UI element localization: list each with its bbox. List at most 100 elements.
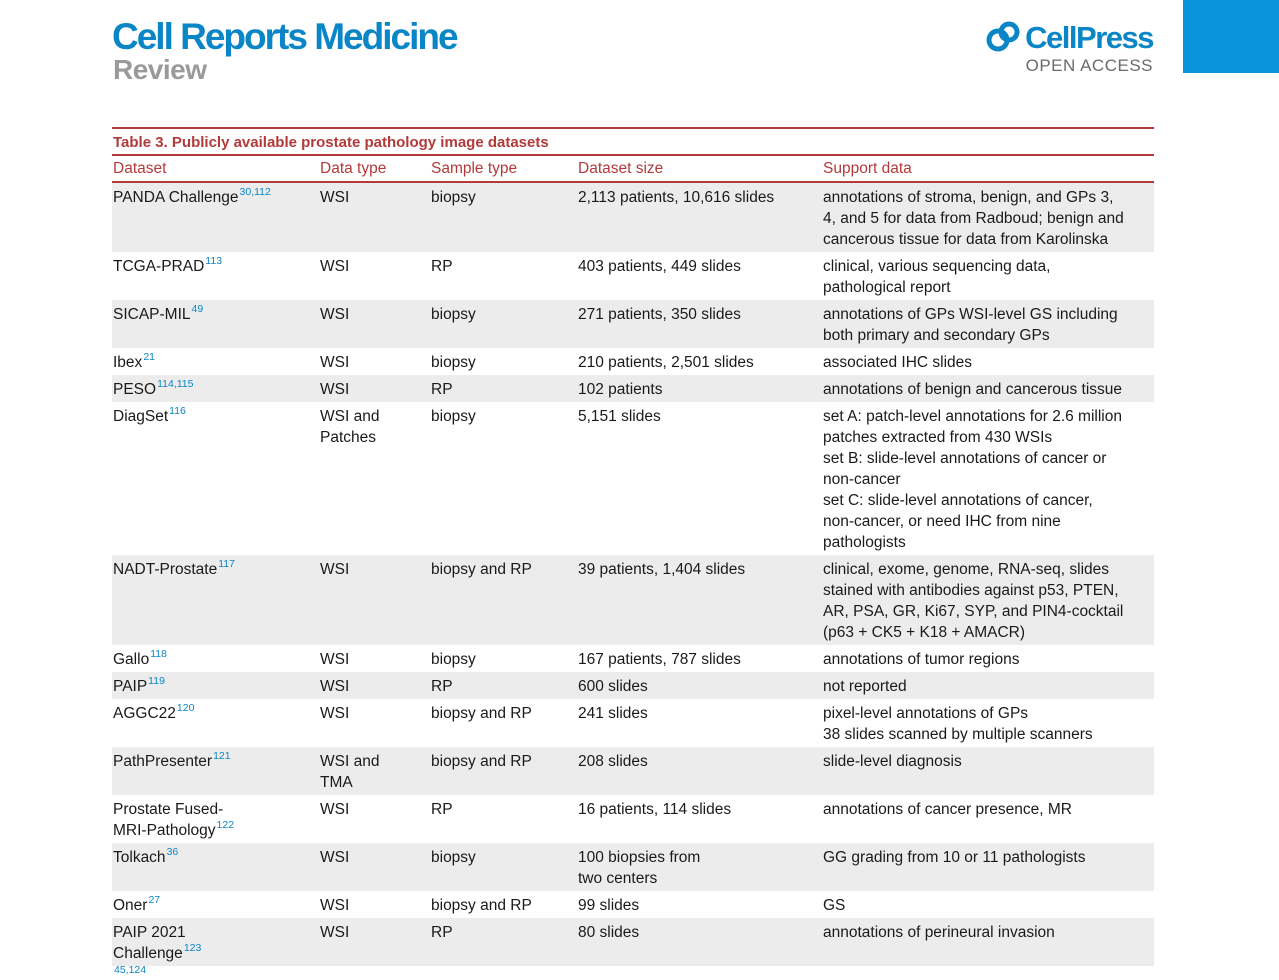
cell-dataset-size: 271 patients, 350 slides: [578, 306, 741, 323]
cell-dataset: Oner27: [112, 894, 319, 916]
publisher-name: CellPress: [1025, 20, 1154, 55]
cell-sample-type: biopsy: [431, 408, 476, 425]
cell-dataset-size: 16 patients, 114 slides: [578, 801, 732, 818]
cell-support-data: annotations of cancer presence, MR: [823, 801, 1072, 818]
cell-support-data: slide-level diagnosis: [823, 753, 962, 770]
publisher-logo: CellPress OPEN ACCESS: [985, 20, 1154, 75]
cell-sample-type: biopsy: [431, 849, 476, 866]
reference-superscript: 122: [216, 819, 235, 831]
cell-dataset-size: 100 biopsies from two centers: [578, 849, 701, 887]
cell-dataset: PESO114,115: [112, 378, 319, 400]
reference-superscript: 123: [183, 942, 202, 954]
cell-support-data: clinical, various sequencing data, patho…: [823, 258, 1051, 296]
cell-dataset: Ibex21: [112, 351, 319, 373]
header-rule: [112, 181, 1154, 183]
dataset-name: Prostate Fused- MRI-Pathology: [113, 801, 224, 839]
table-header: Dataset Data type Sample type Dataset si…: [112, 156, 1154, 181]
cell-data-type: WSI: [320, 678, 350, 695]
cell-data-type: WSI: [320, 258, 350, 275]
table-row: Tolkach36 WSI biopsy 100 biopsies from two …: [112, 843, 1154, 891]
dataset-name: PathPresenter: [113, 753, 213, 770]
table-row: PAIP 2021 Challenge123 WSI RP 80 slides anno…: [112, 918, 1154, 966]
table-row: PESO114,115 WSI RP 102 patients annotations …: [112, 375, 1154, 402]
reference-superscript: 27: [148, 894, 161, 906]
cell-dataset: DiagSet116: [112, 405, 319, 553]
reference-superscript: 116: [169, 405, 186, 417]
cell-sample-type: RP: [431, 924, 453, 941]
cell-dataset-size: 241 slides: [578, 705, 648, 722]
cell-sample-type: biopsy: [431, 306, 476, 323]
cell-dataset-size: 208 slides: [578, 753, 648, 770]
cell-dataset-size: 600 slides: [578, 678, 648, 695]
dataset-name: AGGC22: [113, 705, 176, 722]
section-label: Review: [113, 54, 207, 85]
dataset-name: Tolkach: [113, 849, 166, 866]
cell-support-data: associated IHC slides: [823, 354, 973, 371]
table-caption: Table 3. Publicly available prostate pat…: [113, 134, 549, 151]
cell-data-type: WSI: [320, 306, 350, 323]
cell-dataset: PANDA Challenge30,112: [112, 186, 319, 250]
reference-superscript: 45,124: [114, 966, 147, 976]
cell-sample-type: biopsy and RP: [431, 897, 532, 914]
table-row: Ibex21 WSI biopsy 210 patients, 2,501 slide…: [112, 348, 1154, 375]
cell-data-type: WSI: [320, 849, 350, 866]
reference-superscript: 114,115: [157, 378, 194, 390]
table-row: TCGA-PRAD113 WSI RP 403 patients, 449 slide…: [112, 252, 1154, 300]
reference-superscript: 49: [191, 303, 204, 315]
cell-dataset-size: 102 patients: [578, 381, 663, 398]
dataset-name: PAIP: [113, 678, 148, 695]
table-row: SICAP-MIL49 WSI biopsy 271 patients, 350 sl…: [112, 300, 1154, 348]
cell-data-type: WSI: [320, 801, 350, 818]
cell-dataset-size: 167 patients, 787 slides: [578, 651, 741, 668]
table-row: Prostate Fused- MRI-Pathology122 WSI RP 16 …: [112, 795, 1154, 843]
cell-dataset: Prostate Fused- MRI-Pathology122: [112, 799, 319, 841]
reference-superscript: 117: [218, 558, 235, 570]
cell-dataset-size: 403 patients, 449 slides: [578, 258, 741, 275]
cell-data-type: WSI: [320, 561, 350, 578]
cell-dataset: Tolkach36: [112, 846, 319, 889]
dataset-name: NADT-Prostate: [113, 561, 218, 578]
table-top-rule: [112, 127, 1154, 129]
header-data-type: Data type: [320, 160, 387, 177]
dataset-name: SICAP-MIL: [113, 306, 191, 323]
table-row: AGGC22120 WSI biopsy and RP 241 slides pixel…: [112, 699, 1154, 747]
reference-superscript: 21: [143, 351, 155, 363]
table-row: Gallo118 WSI biopsy 167 patients, 787 slide…: [112, 645, 1154, 672]
table-row: PathPresenter121 WSI and TMA biopsy and RP…: [112, 747, 1154, 795]
cell-sample-type: biopsy and RP: [431, 561, 532, 578]
cell-support-data: annotations of benign and cancerous tiss…: [823, 381, 1123, 398]
cell-sample-type: biopsy: [431, 189, 476, 206]
publisher-subtitle: OPEN ACCESS: [1025, 56, 1153, 75]
cell-dataset-size: 99 slides: [578, 897, 640, 914]
cell-sample-type: biopsy and RP: [431, 705, 532, 722]
table-row: Oner27 WSI biopsy and RP 99 slides GS: [112, 891, 1154, 918]
cell-dataset: NADT-Prostate117: [112, 558, 319, 643]
cell-support-data: pixel-level annotations of GPs 38 slides…: [823, 705, 1093, 743]
dataset-name: PESO: [113, 381, 157, 398]
cell-dataset: AGGC22120: [112, 702, 319, 745]
cell-dataset: PAIP 2021 Challenge123: [112, 922, 319, 964]
cell-support-data: set A: patch-level annotations for 2.6 m…: [823, 408, 1122, 551]
header-sample-type: Sample type: [431, 160, 518, 177]
cell-sample-type: RP: [431, 678, 453, 695]
cell-support-data: annotations of tumor regions: [823, 651, 1020, 668]
dataset-name: Gallo: [113, 651, 150, 668]
cell-data-type: WSI: [320, 354, 350, 371]
table-row-cut: 45,124: [112, 966, 1154, 980]
dataset-name: Ibex: [113, 354, 143, 371]
cell-sample-type: RP: [431, 258, 453, 275]
cell-support-data: annotations of GPs WSI-level GS includin…: [823, 306, 1118, 344]
cell-support-data: GS: [823, 897, 846, 914]
cell-dataset: TCGA-PRAD113: [112, 255, 319, 298]
header-dataset: Dataset: [113, 160, 167, 177]
cellpress-logo-icon: [986, 21, 1020, 52]
cell-support-data: not reported: [823, 678, 907, 695]
header-support-data: Support data: [823, 160, 912, 177]
dataset-name: PAIP 2021 Challenge: [113, 924, 186, 962]
cell-data-type: WSI: [320, 705, 350, 722]
dataset-name: Oner: [113, 897, 148, 914]
reference-superscript: 119: [148, 675, 165, 687]
cell-data-type: WSI: [320, 381, 350, 398]
cell-support-data: annotations of perineural invasion: [823, 924, 1055, 941]
journal-title: Cell Reports Medicine: [112, 16, 459, 57]
